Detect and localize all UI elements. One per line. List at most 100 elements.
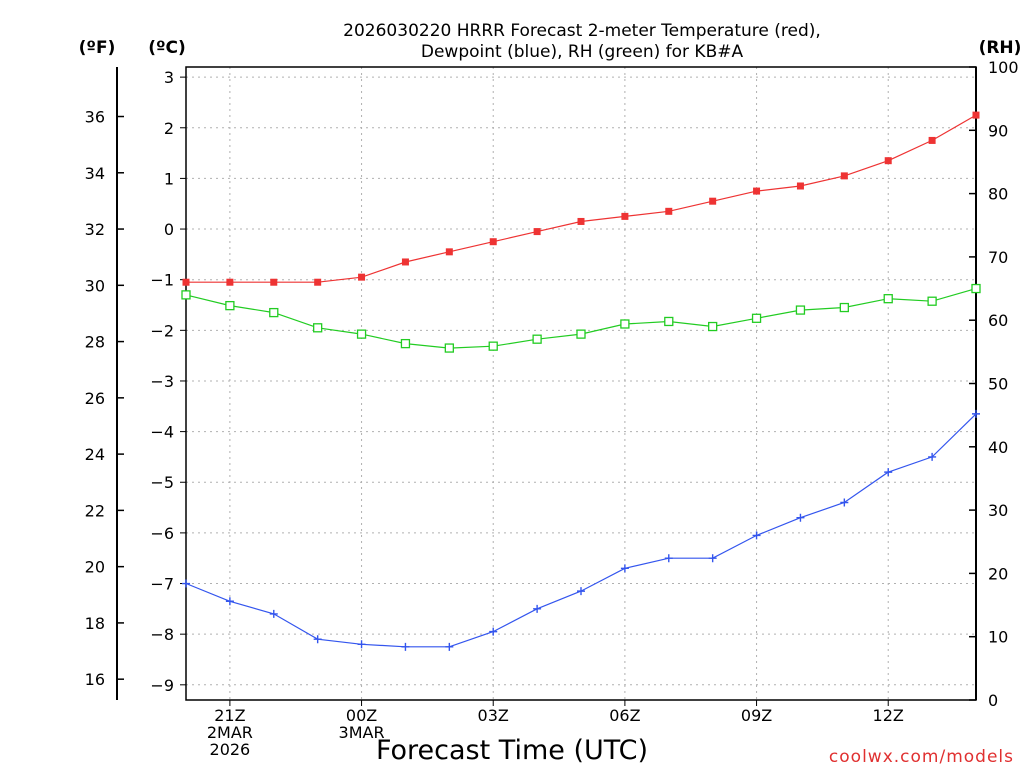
point-temperature (226, 278, 234, 286)
point-rh (444, 343, 454, 353)
point-temperature (577, 217, 585, 225)
point-rh (708, 321, 718, 332)
rh-tick-label: 40 (988, 438, 1008, 457)
rh-tick-label: 100 (988, 58, 1019, 77)
time-tick-label: 00Z (346, 706, 377, 725)
rh-axis-label: (RH) (979, 38, 1022, 58)
point-temperature (270, 278, 278, 286)
point-rh (664, 316, 674, 327)
point-temperature (753, 187, 761, 195)
celsius-tick-label: 2 (164, 119, 174, 138)
celsius-tick-label: −3 (150, 372, 174, 391)
point-temperature (182, 278, 190, 286)
plot-frame (185, 66, 977, 701)
point-dewpoint (796, 513, 805, 522)
point-temperature (621, 212, 629, 220)
celsius-ticks: −9 −8 −7 −6 −5 −4 −3 −2 −1 0 1 2 3 (150, 68, 186, 695)
point-dewpoint (884, 468, 893, 477)
point-temperature (796, 182, 804, 190)
rh-tick-label: 80 (988, 185, 1008, 204)
celsius-tick-label: −5 (150, 473, 174, 492)
rh-tick-label: 30 (988, 501, 1008, 520)
fahrenheit-axis-label: (ºF) (79, 38, 116, 58)
x-axis-title: Forecast Time (UTC) (376, 735, 648, 766)
point-temperature (401, 258, 409, 266)
point-temperature (884, 157, 892, 165)
point-temperature (709, 197, 717, 205)
point-rh (751, 313, 762, 323)
fahrenheit-tick-label: 20 (85, 558, 105, 577)
fahrenheit-ticks: 16 18 20 22 24 26 28 30 32 34 36 (85, 108, 124, 689)
point-temperature (972, 111, 980, 119)
point-rh (927, 296, 937, 306)
series (181, 111, 981, 651)
point-dewpoint (620, 564, 629, 573)
rh-tick-label: 60 (988, 311, 1008, 330)
point-rh (181, 290, 191, 300)
celsius-tick-label: −9 (150, 676, 174, 695)
celsius-tick-label: 0 (164, 220, 174, 239)
rh-tick-label: 70 (988, 248, 1008, 267)
point-dewpoint (445, 642, 454, 651)
point-dewpoint (489, 627, 498, 636)
point-rh (532, 334, 542, 344)
point-temperature (928, 136, 936, 144)
fahrenheit-tick-label: 34 (85, 164, 105, 183)
rh-tick-label: 10 (988, 628, 1008, 647)
celsius-tick-label: −6 (150, 524, 174, 543)
celsius-axis-label: (ºC) (148, 38, 186, 58)
point-rh (400, 338, 411, 349)
celsius-tick-label: −8 (150, 625, 174, 644)
point-dewpoint (577, 587, 585, 596)
fahrenheit-tick-label: 32 (85, 220, 105, 239)
point-rh (225, 300, 235, 311)
fahrenheit-tick-label: 24 (85, 445, 105, 464)
point-dewpoint (752, 531, 761, 540)
point-rh (795, 305, 806, 315)
point-temperature (840, 172, 848, 180)
point-dewpoint (225, 597, 234, 606)
gridlines (186, 67, 976, 700)
point-dewpoint (664, 554, 673, 563)
point-rh (839, 302, 849, 313)
point-dewpoint (269, 609, 278, 618)
point-temperature (358, 273, 366, 281)
point-rh (971, 283, 981, 294)
series-line-dewpoint (185, 413, 977, 648)
fahrenheit-tick-label: 18 (85, 614, 105, 633)
chart-title: 2026030220 HRRR Forecast 2-meter Tempera… (343, 21, 821, 62)
fahrenheit-tick-label: 22 (85, 501, 105, 520)
point-rh (883, 294, 893, 304)
time-tick-label: 06Z (609, 706, 640, 725)
rh-tick-label: 20 (988, 564, 1008, 583)
rh-tick-label: 0 (988, 691, 998, 710)
point-dewpoint (708, 554, 717, 563)
point-temperature (533, 228, 541, 236)
time-tick-label: 09Z (741, 706, 772, 725)
celsius-tick-label: −4 (150, 423, 174, 442)
fahrenheit-tick-label: 28 (85, 333, 105, 352)
fahrenheit-tick-label: 26 (85, 389, 105, 408)
title-line-2: Dewpoint (blue), RH (green) for KB#A (421, 42, 744, 62)
point-rh (620, 319, 630, 329)
celsius-tick-label: −2 (150, 321, 174, 340)
point-temperature (314, 278, 322, 286)
point-dewpoint (840, 498, 849, 507)
point-temperature (445, 248, 453, 256)
point-temperature (489, 238, 497, 246)
point-dewpoint (533, 604, 542, 613)
rh-ticks: 0 10 20 30 40 50 60 70 80 90 100 (969, 58, 1019, 710)
point-dewpoint (313, 635, 322, 644)
point-rh (269, 307, 279, 318)
rh-tick-label: 50 (988, 375, 1008, 394)
fahrenheit-tick-label: 36 (85, 108, 105, 127)
celsius-tick-label: −1 (150, 271, 174, 290)
point-dewpoint (928, 452, 937, 461)
celsius-tick-label: 3 (164, 68, 174, 87)
title-line-1: 2026030220 HRRR Forecast 2-meter Tempera… (343, 21, 821, 41)
time-tick-label: 03Z (478, 706, 509, 725)
watermark: coolwx.com/models (829, 747, 1014, 767)
point-rh (488, 341, 498, 351)
series-line-rh (185, 288, 977, 349)
